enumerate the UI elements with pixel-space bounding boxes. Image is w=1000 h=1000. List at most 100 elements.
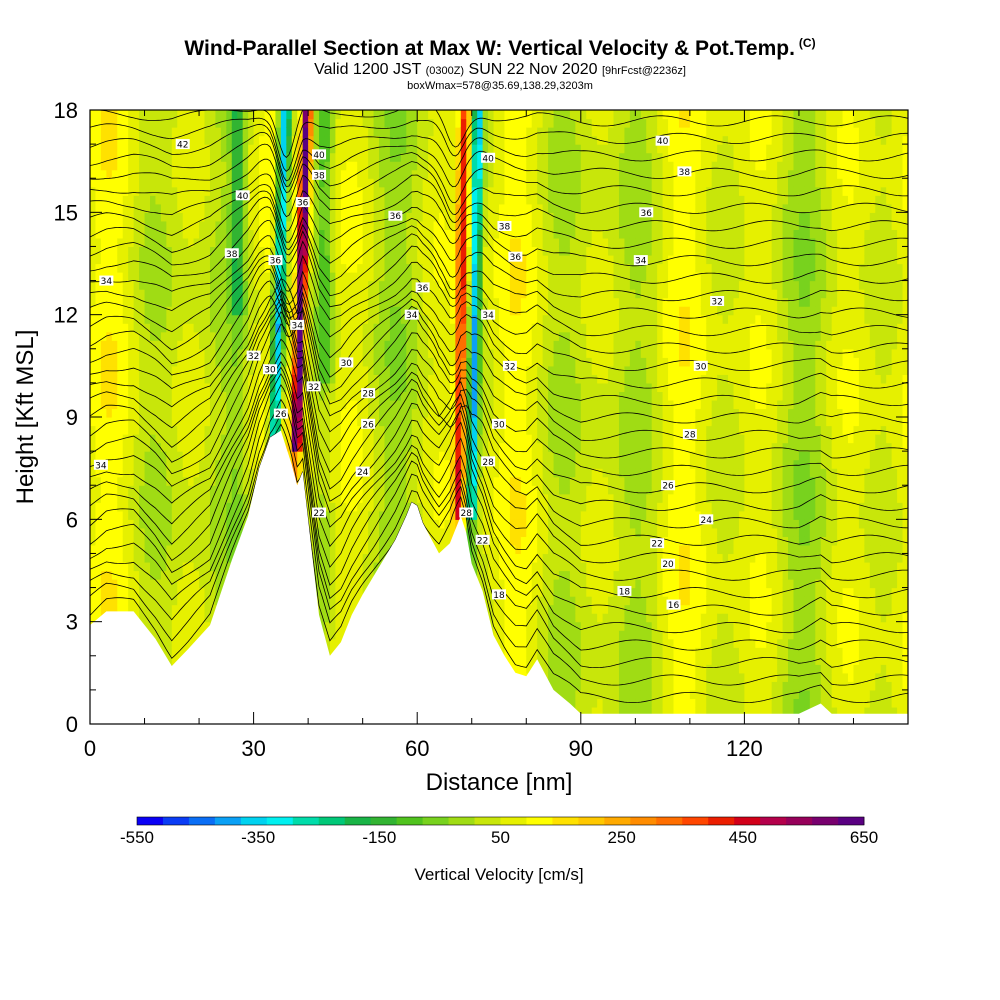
field-cell (128, 144, 135, 154)
field-cell (291, 272, 298, 282)
field-cell (226, 485, 233, 495)
field-cell (400, 110, 407, 120)
field-cell (297, 144, 304, 154)
field-cell (215, 476, 222, 486)
field-cell (286, 246, 293, 256)
field-cell (100, 391, 107, 401)
field-cell (182, 596, 189, 606)
field-cell (193, 417, 200, 427)
field-cell (248, 391, 255, 401)
field-cell (400, 434, 407, 444)
field-cell (248, 417, 255, 427)
field-cell (122, 306, 129, 316)
field-cell (160, 459, 167, 469)
field-cell (199, 374, 206, 384)
field-cell (95, 374, 102, 384)
field-cell (264, 212, 271, 222)
field-cell (111, 203, 118, 213)
field-cell (117, 459, 124, 469)
field-cell (324, 331, 331, 341)
field-cell (351, 493, 358, 503)
field-cell (351, 399, 358, 410)
field-cell (346, 263, 353, 273)
field-cell (313, 220, 320, 230)
field-cell (166, 399, 173, 410)
field-cell (128, 118, 135, 128)
field-cell (199, 297, 206, 307)
field-cell (368, 237, 375, 248)
field-cell (100, 417, 107, 427)
field-cell (417, 314, 424, 324)
field-cell (460, 237, 467, 248)
field-cell (275, 417, 282, 427)
field-cell (193, 425, 200, 435)
field-cell (362, 186, 369, 196)
field-cell (171, 263, 178, 273)
field-cell (215, 519, 222, 529)
field-cell (444, 323, 451, 333)
field-cell (444, 178, 451, 188)
field-cell (400, 186, 407, 196)
field-cell (384, 459, 391, 469)
field-cell (428, 212, 435, 222)
field-cell (444, 408, 451, 418)
field-cell (95, 536, 102, 546)
field-cell (117, 127, 124, 137)
field-cell (171, 118, 178, 128)
field-cell (362, 152, 369, 162)
field-cell (319, 348, 326, 358)
field-cell (433, 425, 440, 435)
field-cell (422, 331, 429, 341)
field-cell (389, 493, 396, 503)
field-cell (215, 186, 222, 196)
field-cell (460, 178, 467, 188)
field-cell (329, 408, 336, 418)
field-cell (433, 212, 440, 222)
field-cell (411, 476, 418, 486)
field-cell (340, 510, 347, 520)
field-cell (329, 357, 336, 367)
field-cell (280, 263, 287, 273)
field-cell (449, 169, 456, 179)
field-cell (329, 178, 336, 188)
field-cell (133, 340, 140, 350)
field-cell (253, 374, 260, 384)
field-cell (231, 451, 238, 461)
field-cell (199, 399, 206, 410)
field-cell (319, 229, 326, 239)
field-cell (100, 382, 107, 393)
field-cell (155, 587, 162, 597)
field-cell (160, 476, 167, 486)
field-cell (389, 272, 396, 282)
field-cell (248, 468, 255, 478)
field-cell (259, 306, 266, 316)
field-cell (340, 314, 347, 324)
field-cell (444, 348, 451, 358)
field-cell (389, 220, 396, 230)
field-cell (237, 331, 244, 341)
field-cell (122, 323, 129, 333)
field-cell (286, 118, 293, 128)
field-cell (160, 485, 167, 495)
valid-time: Valid 1200 JST (314, 61, 422, 78)
field-cell (90, 476, 97, 486)
field-cell (400, 510, 407, 520)
field-cell (291, 365, 298, 375)
field-cell (231, 203, 238, 213)
field-cell (177, 152, 184, 162)
field-cell (90, 212, 97, 222)
field-cell (449, 152, 456, 162)
field-cell (117, 195, 124, 205)
field-cell (357, 297, 364, 307)
field-cell (215, 144, 222, 154)
field-cell (95, 485, 102, 495)
field-cell (144, 135, 151, 145)
field-cell (242, 510, 249, 520)
field-cell (302, 254, 309, 265)
field-cell (313, 391, 320, 401)
field-cell (297, 110, 304, 120)
field-cell (117, 570, 124, 580)
field-cell (253, 229, 260, 239)
field-cell (111, 118, 118, 128)
field-cell (340, 263, 347, 273)
